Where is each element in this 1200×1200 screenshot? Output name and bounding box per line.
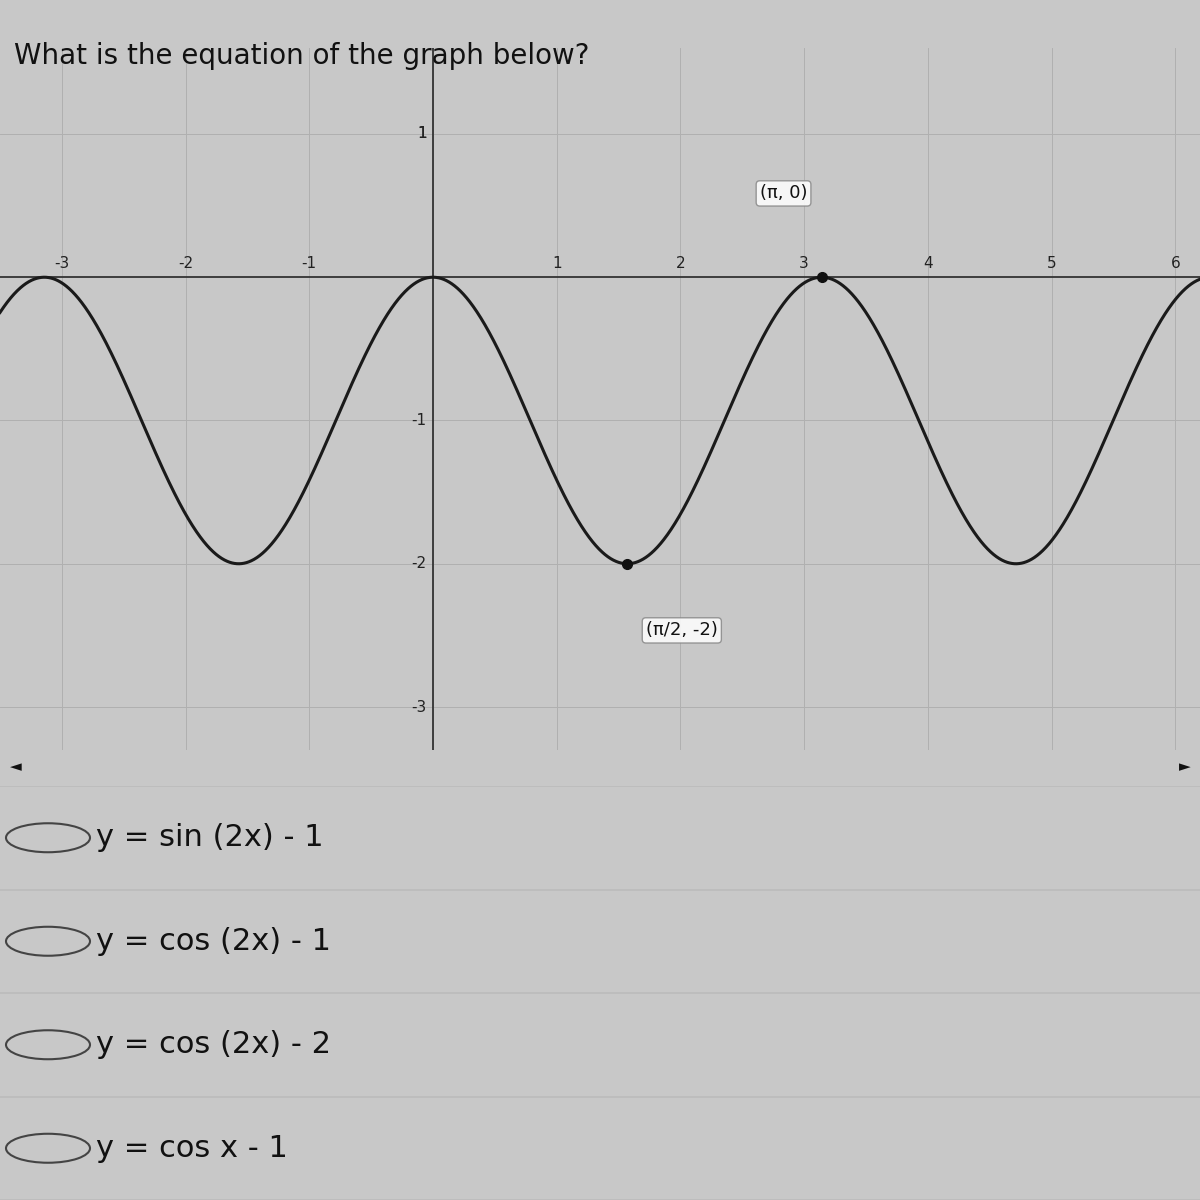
Text: 1: 1: [552, 257, 562, 271]
Text: (π, 0): (π, 0): [760, 185, 808, 203]
Text: y = cos (2x) - 1: y = cos (2x) - 1: [96, 926, 331, 955]
Text: 4: 4: [923, 257, 932, 271]
Text: -1: -1: [412, 413, 427, 428]
Text: -2: -2: [412, 557, 427, 571]
Text: (π/2, -2): (π/2, -2): [646, 622, 718, 640]
Text: -1: -1: [301, 257, 317, 271]
Text: y = sin (2x) - 1: y = sin (2x) - 1: [96, 823, 324, 852]
Text: -3: -3: [54, 257, 70, 271]
Text: y = cos x - 1: y = cos x - 1: [96, 1134, 288, 1163]
Text: 5: 5: [1046, 257, 1056, 271]
Text: 2: 2: [676, 257, 685, 271]
Text: ◄: ◄: [10, 760, 22, 774]
Text: 3: 3: [799, 257, 809, 271]
Text: -2: -2: [178, 257, 193, 271]
Text: What is the equation of the graph below?: What is the equation of the graph below?: [14, 42, 590, 70]
Text: 1: 1: [418, 126, 427, 142]
Text: y = cos (2x) - 2: y = cos (2x) - 2: [96, 1031, 331, 1060]
Text: ►: ►: [1178, 760, 1190, 774]
Text: -3: -3: [412, 700, 427, 714]
Text: 1: 1: [418, 126, 427, 142]
Text: 6: 6: [1170, 257, 1180, 271]
